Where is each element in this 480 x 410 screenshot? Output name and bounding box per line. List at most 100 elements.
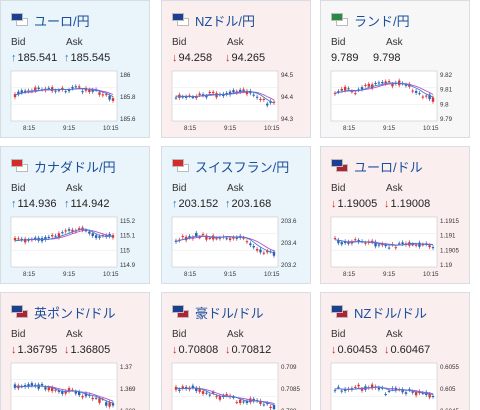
base-flag-icon: [331, 159, 343, 167]
y-tick-label: 115.2: [120, 218, 136, 225]
candle-body: [377, 244, 381, 246]
candle-body: [431, 247, 435, 249]
candle-body: [387, 81, 391, 83]
arrow-up-icon: ↑: [64, 52, 70, 64]
card-header[interactable]: ランド/円: [331, 12, 410, 29]
ask-value: ↓1.19008: [384, 198, 431, 210]
moving-average-line: [14, 87, 114, 98]
candle-body: [50, 387, 54, 392]
y-tick-label: 9.81: [440, 87, 453, 94]
card-header[interactable]: ユーロ/ドル: [331, 158, 423, 175]
candle-body: [88, 231, 91, 234]
price-chart[interactable]: 9.82 9.81 9.8 9.79 8:15 9:15 10:15: [327, 69, 465, 135]
candle-body: [364, 242, 367, 244]
y-tick-label: 0.6045: [440, 408, 459, 410]
price-chart[interactable]: 94.5 94.4 94.3 8:15 9:15 10:15: [168, 69, 306, 135]
candle-body: [91, 233, 94, 236]
card-header[interactable]: カナダドル/円: [11, 158, 116, 175]
candle-body: [384, 394, 387, 396]
y-tick-label: 114.9: [120, 262, 136, 269]
rate-card[interactable]: ランド/円 Bid Ask 9.789 9.798 9.82 9.81 9.8 9.7…: [320, 0, 470, 138]
candle-body: [57, 90, 61, 92]
y-tick-label: 0.709: [281, 364, 297, 371]
candle-body: [50, 234, 54, 237]
y-tick-label: 185.6: [120, 116, 136, 123]
card-header[interactable]: 豪ドル/ドル: [172, 304, 264, 321]
price-chart[interactable]: 0.6055 0.605 0.6045: [327, 361, 465, 410]
currency-pair-link[interactable]: スイスフラン/円: [195, 159, 290, 175]
bid-label: Bid: [11, 329, 26, 340]
candle-body: [242, 89, 245, 92]
currency-pair-link[interactable]: NZドル/円: [195, 13, 255, 29]
rate-card[interactable]: ユーロ/円 Bid Ask ↑185.541 ↑185.545 186 185.8…: [0, 0, 150, 138]
candle-body: [17, 91, 20, 95]
candle-body: [20, 238, 23, 241]
x-tick-label: 8:15: [343, 125, 356, 132]
candle-body: [208, 237, 211, 239]
rate-card[interactable]: 英ポンド/ドル Bid Ask ↓1.36795 ↓1.36805 1.37 1.…: [0, 292, 150, 410]
candle-body: [174, 97, 178, 99]
ask-value: ↓1.36805: [64, 344, 111, 356]
candle-body: [337, 91, 340, 93]
ask-label: Ask: [66, 37, 83, 48]
x-tick-label: 10:15: [423, 125, 439, 132]
candle-body: [252, 94, 255, 96]
currency-pair-link[interactable]: ユーロ/ドル: [354, 159, 423, 175]
ask-label: Ask: [66, 329, 83, 340]
candle-body: [191, 385, 195, 388]
moving-average-line: [334, 386, 434, 395]
y-tick-label: 203.6: [281, 218, 297, 225]
currency-pair-link[interactable]: ランド/円: [354, 13, 410, 29]
rate-card[interactable]: カナダドル/円 Bid Ask ↑114.936 ↑114.942 115.2 1…: [0, 146, 150, 284]
candle-body: [343, 241, 347, 244]
bid-label: Bid: [172, 329, 187, 340]
price-chart[interactable]: 115.2 115.1 115 114.9 8:15 9:15 10:15: [7, 215, 145, 281]
card-header[interactable]: NZドル/円: [172, 12, 255, 29]
rate-card[interactable]: 豪ドル/ドル Bid Ask ↓0.70808 ↓0.70812 0.709 0.…: [161, 292, 311, 410]
candle-body: [198, 388, 201, 392]
candle-body: [108, 95, 111, 100]
arrow-down-icon: ↓: [384, 198, 390, 210]
currency-pair-link[interactable]: NZドル/ドル: [354, 305, 427, 321]
price-chart[interactable]: 0.709 0.7085 0.708: [168, 361, 306, 410]
currency-flags-icon: [11, 159, 29, 173]
currency-pair-link[interactable]: 英ポンド/ドル: [34, 305, 116, 321]
candle-body: [259, 249, 262, 253]
plot-area: [171, 216, 279, 268]
card-header[interactable]: ユーロ/円: [11, 12, 90, 29]
candle-body: [262, 404, 266, 406]
currency-pair-link[interactable]: カナダドル/円: [34, 159, 116, 175]
card-header[interactable]: スイスフラン/円: [172, 158, 290, 175]
candle-body: [374, 83, 377, 85]
rate-card[interactable]: ユーロ/ドル Bid Ask ↓1.19005 ↓1.19008 1.1915 1…: [320, 146, 470, 284]
candle-body: [431, 396, 435, 398]
price-chart[interactable]: 1.1915 1.191 1.1905 1.19 8:15 9:15 10:15: [327, 215, 465, 281]
y-tick-label: 94.3: [281, 116, 294, 123]
rate-card[interactable]: NZドル/円 Bid Ask ↓94.258 ↓94.265 94.5 94.4 9…: [161, 0, 311, 138]
arrow-up-icon: ↑: [64, 198, 70, 210]
candle-body: [111, 98, 115, 101]
arrow-down-icon: ↓: [172, 344, 178, 356]
candle-body: [184, 96, 188, 98]
price-chart[interactable]: 1.37 1.369 1.368: [7, 361, 145, 410]
candle-body: [255, 96, 259, 98]
x-tick-label: 9:15: [63, 271, 76, 278]
card-header[interactable]: NZドル/ドル: [331, 304, 427, 321]
bid-value: ↓1.36795: [11, 344, 58, 356]
price-chart[interactable]: 186 185.8 185.6 8:15 9:15 10:15: [7, 69, 145, 135]
card-header[interactable]: 英ポンド/ドル: [11, 304, 116, 321]
y-tick-label: 0.605: [440, 386, 456, 393]
candle-body: [235, 402, 239, 404]
ask-value: ↓94.265: [225, 52, 266, 64]
candle-body: [266, 103, 269, 106]
arrow-down-icon: ↓: [64, 344, 70, 356]
rate-card[interactable]: NZドル/ドル Bid Ask ↓0.60453 ↓0.60467 0.6055…: [320, 292, 470, 410]
rate-card[interactable]: スイスフラン/円 Bid Ask ↑203.152 ↑203.168 203.6…: [161, 146, 311, 284]
currency-pair-link[interactable]: ユーロ/円: [34, 13, 90, 29]
price-chart[interactable]: 203.6 203.4 203.2 8:15 9:15 10:15: [168, 215, 306, 281]
moving-average-line: [15, 228, 114, 241]
currency-pair-link[interactable]: 豪ドル/ドル: [195, 305, 264, 321]
candle-body: [47, 387, 50, 391]
candle-body: [57, 233, 61, 238]
candle-body: [74, 86, 78, 88]
